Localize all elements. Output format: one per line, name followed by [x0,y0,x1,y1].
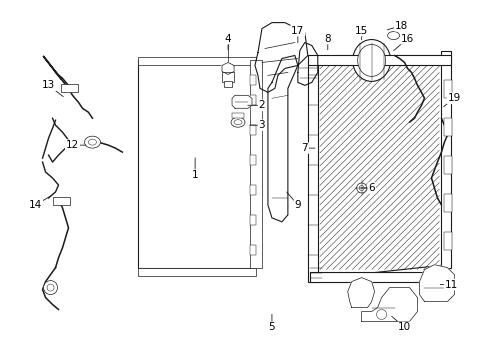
Polygon shape [267,55,297,222]
Bar [138,60,255,268]
Text: 15: 15 [354,26,367,36]
Bar [444,80,451,98]
Ellipse shape [359,185,364,190]
Ellipse shape [84,136,100,148]
Text: 16: 16 [400,33,413,44]
Text: 6: 6 [367,183,374,193]
Bar [232,113,244,118]
Bar [249,155,255,165]
Bar [309,272,450,282]
Bar [444,118,451,136]
Bar [249,75,255,85]
Ellipse shape [352,40,390,81]
Text: 1: 1 [191,170,198,180]
Polygon shape [347,278,374,307]
Ellipse shape [387,32,399,40]
Bar [138,58,255,66]
Text: 8: 8 [324,33,330,44]
Ellipse shape [356,183,366,193]
Bar [138,268,255,276]
Bar [307,62,317,282]
Bar [249,60,262,268]
Text: 12: 12 [66,140,79,150]
Text: 11: 11 [444,280,457,289]
Ellipse shape [43,280,58,294]
Text: 5: 5 [268,323,275,332]
Polygon shape [222,62,234,75]
Polygon shape [232,95,251,108]
Circle shape [376,310,386,319]
Text: 2: 2 [258,100,264,110]
Bar [224,81,232,87]
Bar [444,156,451,174]
Text: 3: 3 [258,120,264,130]
Polygon shape [297,42,317,85]
Polygon shape [361,288,417,321]
Bar [249,215,255,225]
Bar [249,185,255,195]
Text: 7: 7 [301,143,307,153]
Bar [444,194,451,212]
Text: 19: 19 [447,93,460,103]
Bar [52,197,70,205]
Bar [249,245,255,255]
Ellipse shape [47,284,54,291]
Text: 10: 10 [397,323,410,332]
Ellipse shape [357,45,385,76]
Bar [249,95,255,105]
Text: 4: 4 [224,33,231,44]
Text: 13: 13 [42,80,55,90]
Bar [444,232,451,250]
Bar [441,50,450,268]
Bar [307,55,450,66]
Polygon shape [419,265,453,302]
Bar [222,72,234,82]
Text: 18: 18 [394,21,407,31]
Ellipse shape [230,117,244,127]
Ellipse shape [88,139,96,145]
Text: 9: 9 [294,200,301,210]
Bar [249,125,255,135]
Text: 14: 14 [29,200,42,210]
Text: 17: 17 [291,26,304,36]
Ellipse shape [234,120,242,125]
Bar [61,84,78,92]
Polygon shape [254,23,307,92]
